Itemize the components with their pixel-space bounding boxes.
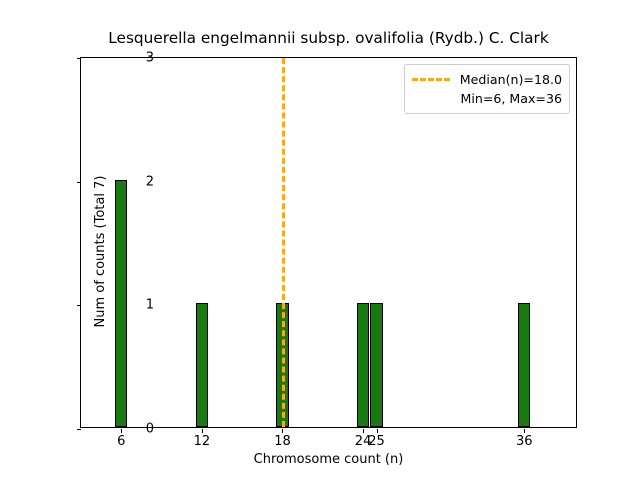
chart-title: Lesquerella engelmannii subsp. ovalifoli… — [108, 29, 549, 47]
legend-entry-minmax: Min=6, Max=36 — [412, 89, 562, 108]
bar — [276, 303, 289, 427]
x-tick-label: 25 — [368, 434, 385, 449]
x-tick-label: 12 — [193, 434, 211, 449]
x-tick-label: 18 — [274, 434, 291, 449]
y-axis-label: Num of counts (Total 7) — [93, 175, 108, 327]
y-tick-label: 0 — [145, 421, 154, 437]
legend-entry-median: Median(n)=18.0 — [411, 70, 562, 89]
x-tick-mark — [282, 429, 284, 433]
x-tick-mark — [121, 429, 123, 433]
x-tick-mark — [376, 429, 378, 433]
x-tick-label: 36 — [515, 434, 533, 449]
y-tick-label: 2 — [145, 174, 154, 190]
x-tick-mark — [524, 429, 526, 433]
x-tick-label: 24 — [354, 434, 372, 449]
y-tick-mark — [77, 58, 81, 59]
legend-label-minmax: Min=6, Max=36 — [460, 91, 562, 106]
bar — [518, 303, 531, 427]
legend-dashed-line-icon — [411, 78, 450, 81]
x-tick-label: 6 — [117, 434, 126, 449]
x-tick-mark — [201, 429, 203, 433]
y-tick-mark — [77, 429, 81, 430]
y-tick-label: 3 — [145, 50, 154, 66]
legend-label-median: Median(n)=18.0 — [459, 72, 562, 87]
x-tick-mark — [363, 429, 365, 433]
y-tick-label: 1 — [145, 297, 154, 313]
y-tick-mark — [77, 181, 81, 183]
x-axis-label: Chromosome count (n) — [253, 452, 404, 467]
bar — [357, 303, 370, 427]
bar — [195, 303, 208, 427]
bar — [370, 303, 383, 427]
median-reference-line — [282, 58, 286, 427]
legend-box: Median(n)=18.0 Min=6, Max=36 — [403, 64, 570, 114]
y-tick-mark — [77, 305, 81, 307]
bar — [115, 179, 128, 427]
